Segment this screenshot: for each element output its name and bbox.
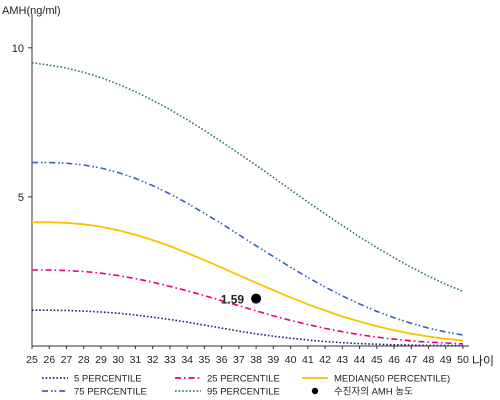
legend-label-0: 5 PERCENTILE: [74, 374, 142, 385]
legend: 5 PERCENTILE 25 PERCENTILE MEDIAN(50 PERCE…: [42, 374, 450, 398]
legend-label-1: 25 PERCENTILE: [207, 374, 280, 385]
x-tick-label: 45: [371, 354, 383, 366]
patient-amh-value-label: 1.59: [221, 293, 245, 307]
series-line-1: [32, 269, 464, 345]
legend-swatch-point: [311, 387, 319, 395]
x-tick-label: 30: [112, 354, 124, 366]
x-tick-label: 32: [147, 354, 159, 366]
y-tick-label: 10: [12, 43, 24, 55]
x-tick-label: 41: [302, 354, 314, 366]
x-tick-label: 25: [26, 354, 38, 366]
axes: AMH(ng/ml) 5 10 25 26 27 28 29 30 31 32 33 34 35 36 37 3…: [2, 5, 494, 368]
x-tick-label: 36: [216, 354, 228, 366]
x-tick-label: 39: [268, 354, 280, 366]
series-line-4: [31, 61, 464, 293]
y-axis-label: AMH(ng/ml): [2, 5, 61, 17]
series-line-2: [32, 221, 464, 342]
x-tick-label: 46: [388, 354, 400, 366]
x-tick-label: 28: [78, 354, 90, 366]
x-tick-label: 35: [199, 354, 211, 366]
x-tick-label: 48: [423, 354, 435, 366]
legend-label-3: 75 PERCENTILE: [74, 387, 147, 398]
series-line-3: [32, 161, 464, 336]
series-line-0: [32, 309, 464, 347]
y-tick-label: 5: [18, 192, 24, 204]
x-tick-label: 34: [181, 354, 193, 366]
x-tick-label: 31: [130, 354, 142, 366]
x-tick-label: 42: [319, 354, 331, 366]
x-tick-label: 27: [61, 354, 73, 366]
x-tick-label: 33: [164, 354, 176, 366]
legend-label-4: 95 PERCENTILE: [207, 387, 280, 398]
legend-label-point: 수진자의 AMH 농도: [334, 387, 413, 398]
x-tick-label: 44: [354, 354, 366, 366]
x-tick-label: 38: [250, 354, 262, 366]
patient-amh-point: [251, 293, 262, 304]
x-tick-label: 49: [440, 354, 452, 366]
x-tick-label: 29: [95, 354, 107, 366]
x-tick-label: 50: [457, 354, 469, 366]
x-tick-label: 40: [285, 354, 297, 366]
series-lines: [31, 61, 464, 347]
x-tick-label: 26: [43, 354, 55, 366]
x-axis-label: 나이: [472, 354, 494, 368]
x-tick-label: 37: [233, 354, 245, 366]
x-tick-label: 47: [405, 354, 417, 366]
patient-marker: 1.59: [221, 293, 262, 307]
x-tick-label: 43: [336, 354, 348, 366]
legend-label-2: MEDIAN(50 PERCENTILE): [334, 374, 450, 385]
